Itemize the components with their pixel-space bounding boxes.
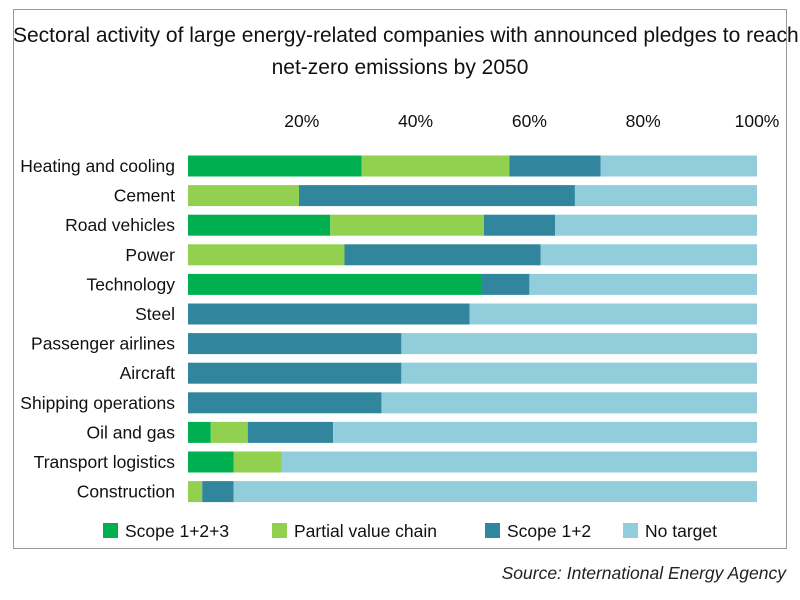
bar-segment: [188, 185, 299, 207]
bar-segment: [381, 392, 757, 414]
bar-segment: [361, 155, 510, 177]
bar-segment: [233, 481, 757, 503]
category-label: Technology: [86, 274, 175, 294]
legend-swatch: [623, 523, 638, 538]
bar-segment: [529, 273, 757, 295]
category-label: Transport logistics: [34, 452, 176, 472]
bar-segment: [188, 481, 203, 503]
bar-segment: [344, 244, 541, 266]
bar-segment: [469, 303, 757, 325]
x-tick-label: 60%: [512, 111, 547, 131]
category-label: Aircraft: [120, 363, 176, 383]
bar-segment: [600, 155, 757, 177]
bar-segment: [574, 185, 757, 207]
legend-swatch: [272, 523, 287, 538]
chart-title: Sectoral activity of large energy-relate…: [13, 20, 799, 84]
category-label: Shipping operations: [20, 393, 175, 413]
category-label: Construction: [77, 482, 175, 502]
bar-segment: [188, 392, 382, 414]
category-label: Passenger airlines: [31, 334, 175, 354]
bar-segment: [298, 185, 575, 207]
x-tick-label: 80%: [626, 111, 661, 131]
bar-segment: [188, 333, 402, 355]
legend-label: Scope 1+2+3: [125, 521, 229, 541]
bar-segment: [188, 451, 234, 473]
bar-segment: [188, 155, 362, 177]
category-label: Power: [125, 245, 175, 265]
x-tick-label: 20%: [284, 111, 319, 131]
category-label: Steel: [135, 304, 175, 324]
bar-segment: [188, 362, 402, 384]
category-label: Oil and gas: [86, 422, 175, 442]
legend-swatch: [103, 523, 118, 538]
bar-segment: [210, 421, 248, 443]
bar-segment: [188, 244, 345, 266]
bar-segment: [188, 421, 211, 443]
x-tick-label: 100%: [735, 111, 780, 131]
bar-segment: [401, 333, 757, 355]
bar-segment: [233, 451, 282, 473]
bar-segment: [481, 273, 530, 295]
legend-swatch: [485, 523, 500, 538]
bar-segment: [330, 214, 484, 236]
category-label: Road vehicles: [65, 215, 175, 235]
x-tick-label: 40%: [398, 111, 433, 131]
bar-segment: [188, 303, 470, 325]
bar-segment: [202, 481, 234, 503]
bar-segment: [188, 273, 482, 295]
source-note: Source: International Energy Agency: [501, 563, 786, 583]
category-label: Cement: [114, 186, 175, 206]
bar-segment: [333, 421, 757, 443]
bar-segment: [188, 214, 331, 236]
legend-label: Scope 1+2: [507, 521, 591, 541]
category-labels: Heating and cooling Cement Road vehicles Po…: [20, 156, 175, 502]
bar-segment: [401, 362, 757, 384]
legend-label: Partial value chain: [294, 521, 437, 541]
bar-segment: [540, 244, 757, 266]
chart-title-line-1: Sectoral activity of large energy-relate…: [13, 24, 799, 47]
chart-title-line-2: net-zero emissions by 2050: [271, 56, 529, 79]
chart-frame: [13, 9, 787, 549]
x-axis-ticks: 20% 40% 60% 80% 100%: [284, 111, 779, 131]
legend: Scope 1+2+3 Partial value chain Scope 1+2 N…: [103, 521, 717, 541]
legend-label: No target: [645, 521, 717, 541]
bar-segment: [555, 214, 757, 236]
bar-segment: [483, 214, 556, 236]
bar-segment: [509, 155, 601, 177]
bars: [188, 155, 757, 503]
category-label: Heating and cooling: [20, 156, 175, 176]
bar-segment: [247, 421, 334, 443]
bar-segment: [281, 451, 757, 473]
